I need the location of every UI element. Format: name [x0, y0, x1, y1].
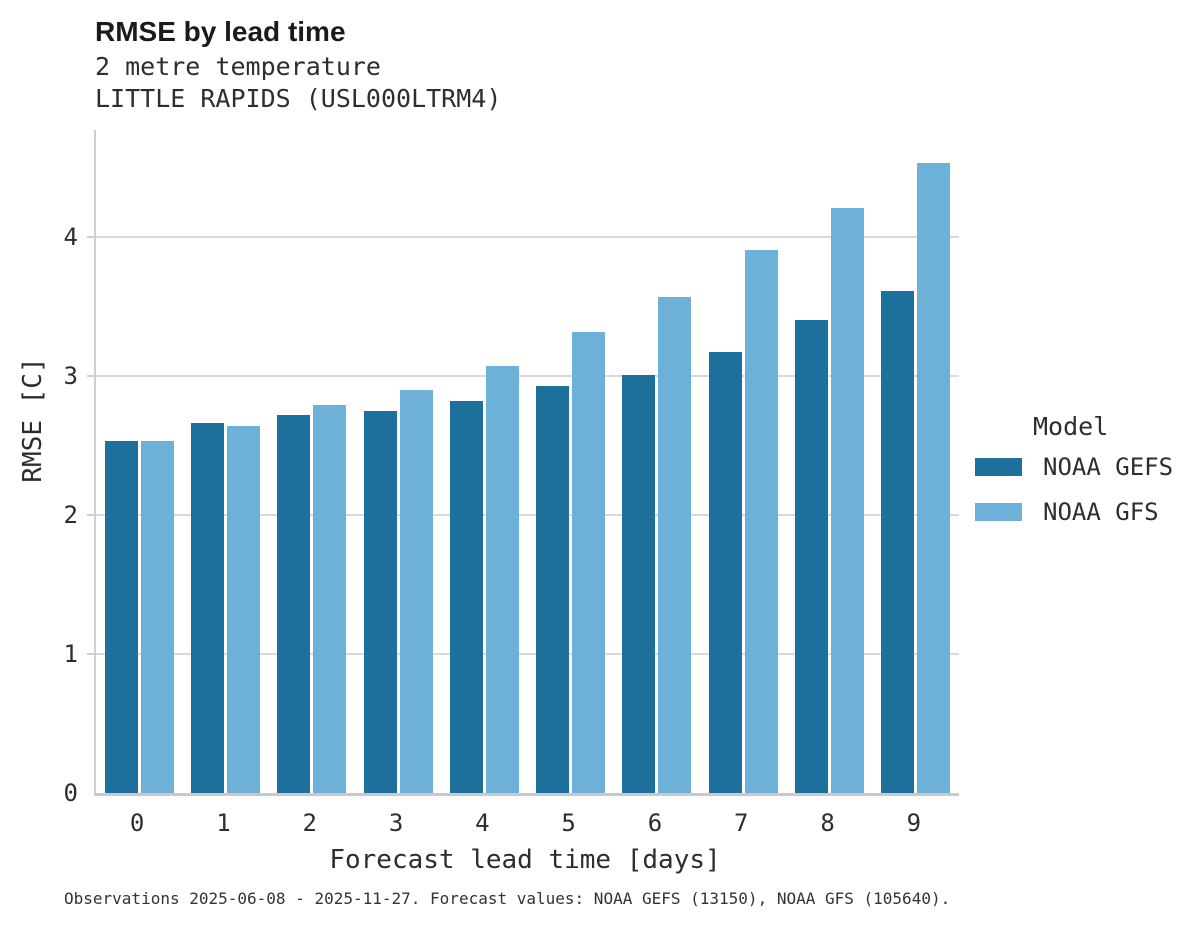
x-tick-label-3: 3: [388, 809, 404, 837]
plot-area: [94, 130, 959, 796]
y-tick-mark-4: [87, 236, 94, 239]
legend-title: Model: [1033, 412, 1109, 441]
bar-noaa-gfs-day-5: [572, 331, 606, 793]
y-tick-label-2: 2: [63, 501, 78, 529]
bar-noaa-gfs-day-1: [226, 426, 260, 793]
bar-noaa-gfs-day-2: [313, 405, 347, 793]
gridline-y-1: [96, 653, 959, 655]
legend-label: NOAA GFS: [1043, 498, 1159, 526]
bar-noaa-gefs-day-7: [708, 352, 742, 793]
bar-noaa-gfs-day-4: [485, 366, 519, 793]
gridline-y-3: [96, 375, 959, 378]
bar-noaa-gefs-day-9: [881, 291, 915, 793]
legend-swatch-icon: [975, 458, 1022, 476]
bar-noaa-gefs-day-3: [363, 410, 397, 793]
bar-noaa-gefs-day-8: [795, 320, 829, 793]
y-tick-label-0: 0: [63, 779, 78, 807]
legend-items: NOAA GEFS NOAA GFS: [975, 453, 1190, 526]
y-tick-mark-3: [87, 375, 94, 378]
y-tick-mark-1: [87, 653, 94, 655]
legend-label: NOAA GEFS: [1043, 453, 1174, 481]
bar-noaa-gefs-day-1: [190, 423, 224, 793]
x-tick-label-2: 2: [302, 809, 317, 837]
x-tick-label-4: 4: [475, 809, 490, 837]
x-tick-label-0: 0: [129, 809, 145, 837]
legend-item-noaa-gefs: NOAA GEFS: [975, 453, 1190, 481]
caption: Observations 2025-06-08 - 2025-11-27. Fo…: [64, 889, 951, 908]
y-tick-mark-2: [87, 514, 94, 516]
x-tick-label-7: 7: [734, 809, 749, 837]
gridline-y-2: [96, 514, 959, 516]
bar-noaa-gefs-day-5: [536, 385, 570, 793]
bar-noaa-gfs-day-6: [658, 296, 692, 793]
bar-noaa-gfs-day-3: [399, 389, 433, 793]
legend: Model NOAA GEFS NOAA GFS: [975, 412, 1190, 543]
chart-title: RMSE by lead time: [95, 16, 346, 47]
bar-noaa-gefs-day-4: [449, 401, 483, 793]
y-tick-label-3: 3: [63, 362, 78, 391]
chart-subtitle-variable: 2 metre temperature: [95, 52, 381, 81]
x-tick-label-9: 9: [906, 809, 922, 837]
x-tick-label-1: 1: [216, 809, 231, 837]
bar-noaa-gfs-day-8: [831, 207, 865, 793]
bar-noaa-gfs-day-7: [744, 249, 778, 793]
x-tick-label-8: 8: [820, 809, 835, 837]
legend-swatch-icon: [975, 503, 1022, 521]
x-axis-title: Forecast lead time [days]: [329, 845, 721, 875]
bar-noaa-gefs-day-6: [622, 374, 656, 793]
x-tick-label-5: 5: [561, 809, 576, 837]
bar-noaa-gefs-day-0: [104, 441, 138, 793]
bar-noaa-gefs-day-2: [277, 414, 311, 793]
y-tick-label-4: 4: [63, 223, 78, 252]
bar-noaa-gfs-day-0: [140, 441, 174, 793]
gridline-y-4: [96, 236, 959, 239]
legend-item-noaa-gfs: NOAA GFS: [975, 498, 1190, 526]
x-tick-label-6: 6: [647, 809, 663, 837]
y-tick-label-1: 1: [63, 640, 78, 668]
chart-subtitle-station: LITTLE RAPIDS (USL000LTRM4): [95, 84, 502, 113]
bar-noaa-gfs-day-9: [917, 163, 951, 793]
